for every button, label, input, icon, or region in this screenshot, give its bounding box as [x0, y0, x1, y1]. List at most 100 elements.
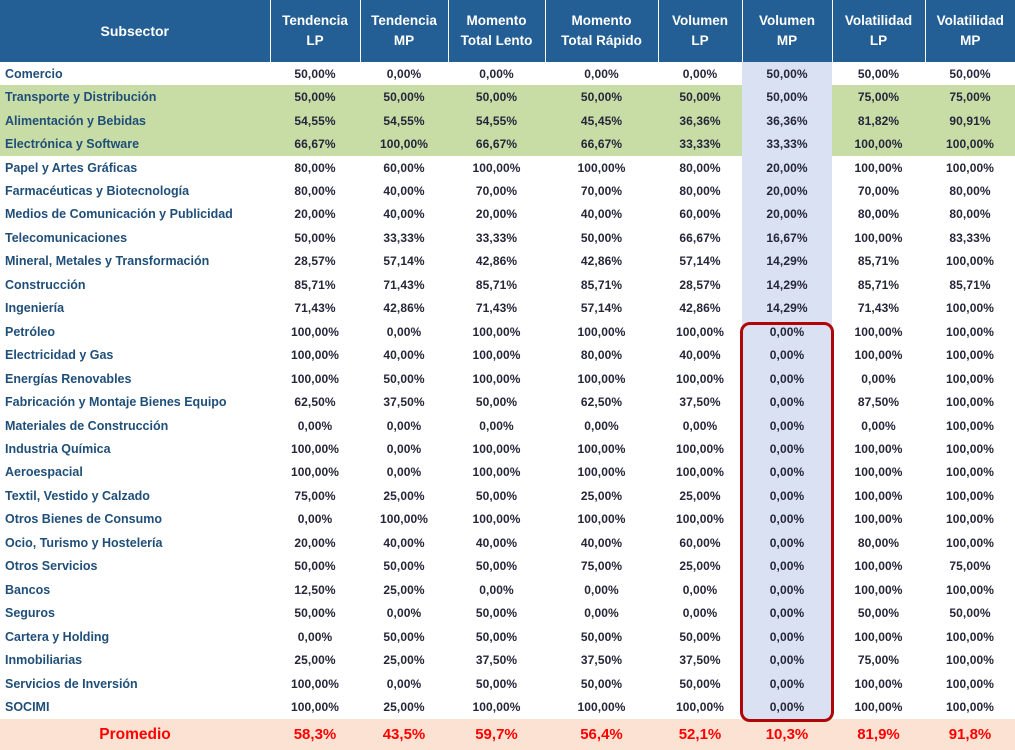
value-cell[interactable]: 0,00% — [584, 66, 619, 81]
value-cell[interactable]: 50,00% — [360, 85, 448, 109]
value-cell[interactable]: 14,29% — [742, 296, 832, 320]
value-cell[interactable]: 85,71% — [580, 277, 623, 292]
value-cell[interactable]: 40,00% — [580, 535, 623, 550]
value-cell[interactable]: 100,00% — [945, 512, 995, 527]
value-cell[interactable]: 100,00% — [945, 441, 995, 456]
value-cell[interactable]: 20,00% — [742, 155, 832, 180]
value-cell[interactable]: 12,50% — [294, 582, 336, 597]
value-cell[interactable]: 100,00% — [854, 348, 903, 363]
value-cell[interactable]: 70,00% — [475, 183, 518, 198]
value-cell[interactable]: 100,00% — [577, 324, 626, 339]
value-cell[interactable]: 100,00% — [577, 465, 626, 480]
value-cell[interactable]: 50,00% — [580, 676, 623, 691]
value-cell[interactable]: 100,00% — [854, 676, 903, 691]
value-cell[interactable]: 0,00% — [297, 512, 333, 527]
value-cell[interactable]: 50,00% — [742, 85, 832, 109]
value-cell[interactable]: 100,00% — [945, 301, 995, 316]
value-cell[interactable]: 0,00% — [861, 371, 896, 386]
value-cell[interactable]: 50,00% — [294, 606, 336, 621]
value-cell[interactable]: 50,00% — [294, 66, 336, 81]
value-cell[interactable]: 100,00% — [945, 371, 995, 386]
value-cell[interactable]: 0,00% — [742, 624, 832, 649]
value-cell[interactable]: 80,00% — [679, 160, 721, 175]
value-cell[interactable]: 100,00% — [290, 700, 340, 715]
value-cell[interactable]: 40,00% — [475, 535, 518, 550]
value-cell[interactable]: 100,00% — [854, 582, 903, 597]
subsector-cell[interactable]: Materiales de Construcción — [5, 418, 169, 433]
value-cell[interactable]: 81,82% — [832, 108, 925, 133]
value-cell[interactable]: 85,71% — [857, 254, 900, 269]
subsector-cell[interactable]: Energías Renovables — [5, 371, 132, 386]
value-cell[interactable]: 0,00% — [742, 437, 832, 461]
value-cell[interactable]: 40,00% — [383, 207, 425, 222]
value-cell[interactable]: 0,00% — [682, 606, 718, 621]
value-cell[interactable]: 100,00% — [854, 629, 903, 644]
value-cell[interactable]: 0,00% — [742, 601, 832, 625]
value-cell[interactable]: 0,00% — [386, 465, 422, 480]
value-cell[interactable]: 50,00% — [949, 66, 991, 81]
column-header-8[interactable]: Volatilidad MP — [924, 0, 1015, 62]
subsector-cell[interactable]: Cartera y Holding — [5, 629, 110, 644]
value-cell[interactable]: 100,00% — [854, 324, 903, 339]
subsector-cell[interactable]: SOCIMI — [5, 700, 50, 715]
value-cell[interactable]: 37,50% — [679, 395, 721, 410]
value-cell[interactable]: 100,00% — [290, 371, 340, 386]
value-cell[interactable]: 0,00% — [584, 606, 619, 621]
value-cell[interactable]: 60,00% — [383, 160, 425, 175]
value-cell[interactable]: 50,00% — [679, 676, 721, 691]
subsector-cell[interactable]: Transporte y Distribución — [0, 85, 270, 109]
value-cell[interactable]: 42,86% — [383, 301, 425, 316]
value-cell[interactable]: 100,00% — [577, 371, 626, 386]
value-cell[interactable]: 25,00% — [580, 488, 623, 503]
subsector-cell[interactable]: Telecomunicaciones — [5, 230, 128, 245]
subsector-cell[interactable]: Otros Servicios — [5, 559, 98, 574]
value-cell[interactable]: 100,00% — [472, 512, 521, 527]
value-cell[interactable]: 20,00% — [294, 207, 336, 222]
column-header-0[interactable]: Subsector — [0, 0, 270, 62]
value-cell[interactable]: 85,71% — [475, 277, 518, 292]
value-cell[interactable]: 50,00% — [475, 606, 518, 621]
value-cell[interactable]: 100,00% — [577, 700, 626, 715]
value-cell[interactable]: 25,00% — [679, 488, 721, 503]
value-cell[interactable]: 50,00% — [679, 629, 721, 644]
value-cell[interactable]: 100,00% — [290, 441, 340, 456]
value-cell[interactable]: 100,00% — [854, 512, 903, 527]
value-cell[interactable]: 54,55% — [448, 108, 545, 133]
value-cell[interactable]: 16,67% — [742, 226, 832, 250]
value-cell[interactable]: 50,00% — [742, 62, 832, 86]
subsector-cell[interactable]: Aeroespacial — [5, 465, 83, 480]
value-cell[interactable]: 70,00% — [857, 183, 900, 198]
column-header-2[interactable]: Tendencia MP — [359, 0, 448, 62]
subsector-cell[interactable]: Seguros — [5, 606, 56, 621]
value-cell[interactable]: 71,43% — [857, 301, 900, 316]
value-cell[interactable]: 0,00% — [742, 484, 832, 508]
value-cell[interactable]: 57,14% — [679, 254, 721, 269]
value-cell[interactable]: 42,86% — [580, 254, 623, 269]
value-cell[interactable]: 0,00% — [742, 319, 832, 344]
value-cell[interactable]: 100,00% — [945, 324, 995, 339]
value-cell[interactable]: 50,00% — [383, 371, 425, 386]
value-cell[interactable]: 14,29% — [742, 249, 832, 274]
value-cell[interactable]: 100,00% — [854, 559, 903, 574]
value-cell[interactable]: 80,00% — [949, 183, 991, 198]
value-cell[interactable]: 37,50% — [383, 395, 425, 410]
value-cell[interactable]: 75,00% — [949, 559, 991, 574]
value-cell[interactable]: 80,00% — [857, 535, 900, 550]
value-cell[interactable]: 75,00% — [580, 559, 623, 574]
value-cell[interactable]: 0,00% — [742, 554, 832, 578]
value-cell[interactable]: 50,00% — [294, 230, 336, 245]
value-cell[interactable]: 0,00% — [584, 418, 619, 433]
value-cell[interactable]: 100,00% — [945, 653, 995, 668]
value-cell[interactable]: 0,00% — [742, 390, 832, 414]
value-cell[interactable]: 0,00% — [297, 629, 333, 644]
value-cell[interactable]: 100,00% — [675, 465, 725, 480]
value-cell[interactable]: 87,50% — [857, 395, 900, 410]
value-cell[interactable]: 50,00% — [545, 85, 658, 109]
value-cell[interactable]: 100,00% — [854, 441, 903, 456]
value-cell[interactable]: 100,00% — [577, 512, 626, 527]
value-cell[interactable]: 100,00% — [290, 465, 340, 480]
value-cell[interactable]: 50,00% — [580, 629, 623, 644]
value-cell[interactable]: 0,00% — [742, 648, 832, 672]
value-cell[interactable]: 20,00% — [475, 207, 518, 222]
value-cell[interactable]: 40,00% — [383, 183, 425, 198]
